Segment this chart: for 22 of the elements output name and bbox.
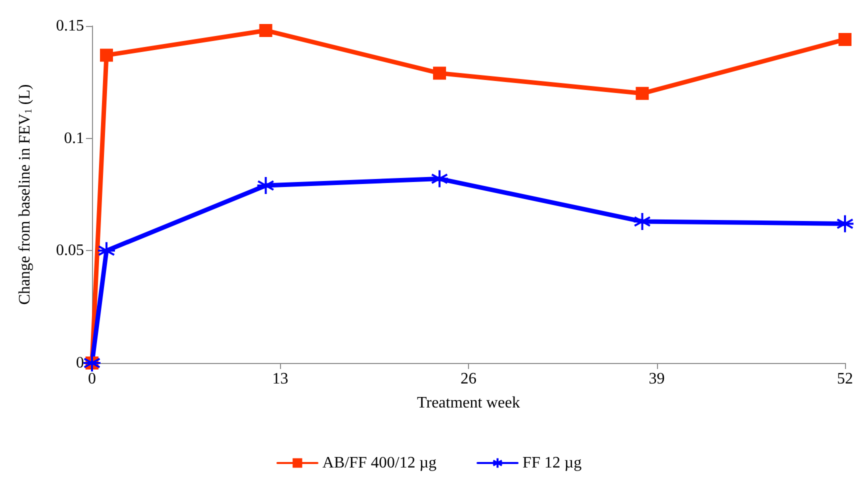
x-axis-title: Treatment week xyxy=(417,394,520,412)
x-tick-label: 26 xyxy=(460,370,476,388)
y-tick-label: 0.1 xyxy=(64,130,84,147)
x-tick-label: 0 xyxy=(88,370,96,388)
legend-label: AB/FF 400/12 µg xyxy=(322,454,437,472)
point xyxy=(100,48,113,62)
legend-label: FF 12 µg xyxy=(522,454,582,472)
point xyxy=(636,86,649,100)
point xyxy=(836,214,854,234)
point xyxy=(838,32,852,46)
x-tick-label: 52 xyxy=(837,370,853,388)
point xyxy=(430,169,450,188)
point xyxy=(256,176,276,196)
point xyxy=(632,212,652,231)
y-tick-label: 0.15 xyxy=(56,18,84,34)
x-tick-label: 13 xyxy=(272,370,288,388)
y-tick-label: 0 xyxy=(76,354,84,372)
y-tick-label: 0.05 xyxy=(56,242,84,260)
point xyxy=(433,66,446,80)
x-tick-label: 39 xyxy=(648,370,665,388)
y-axis-title: Change from baseline in FEV1 (L) xyxy=(16,84,34,305)
point xyxy=(259,24,272,37)
